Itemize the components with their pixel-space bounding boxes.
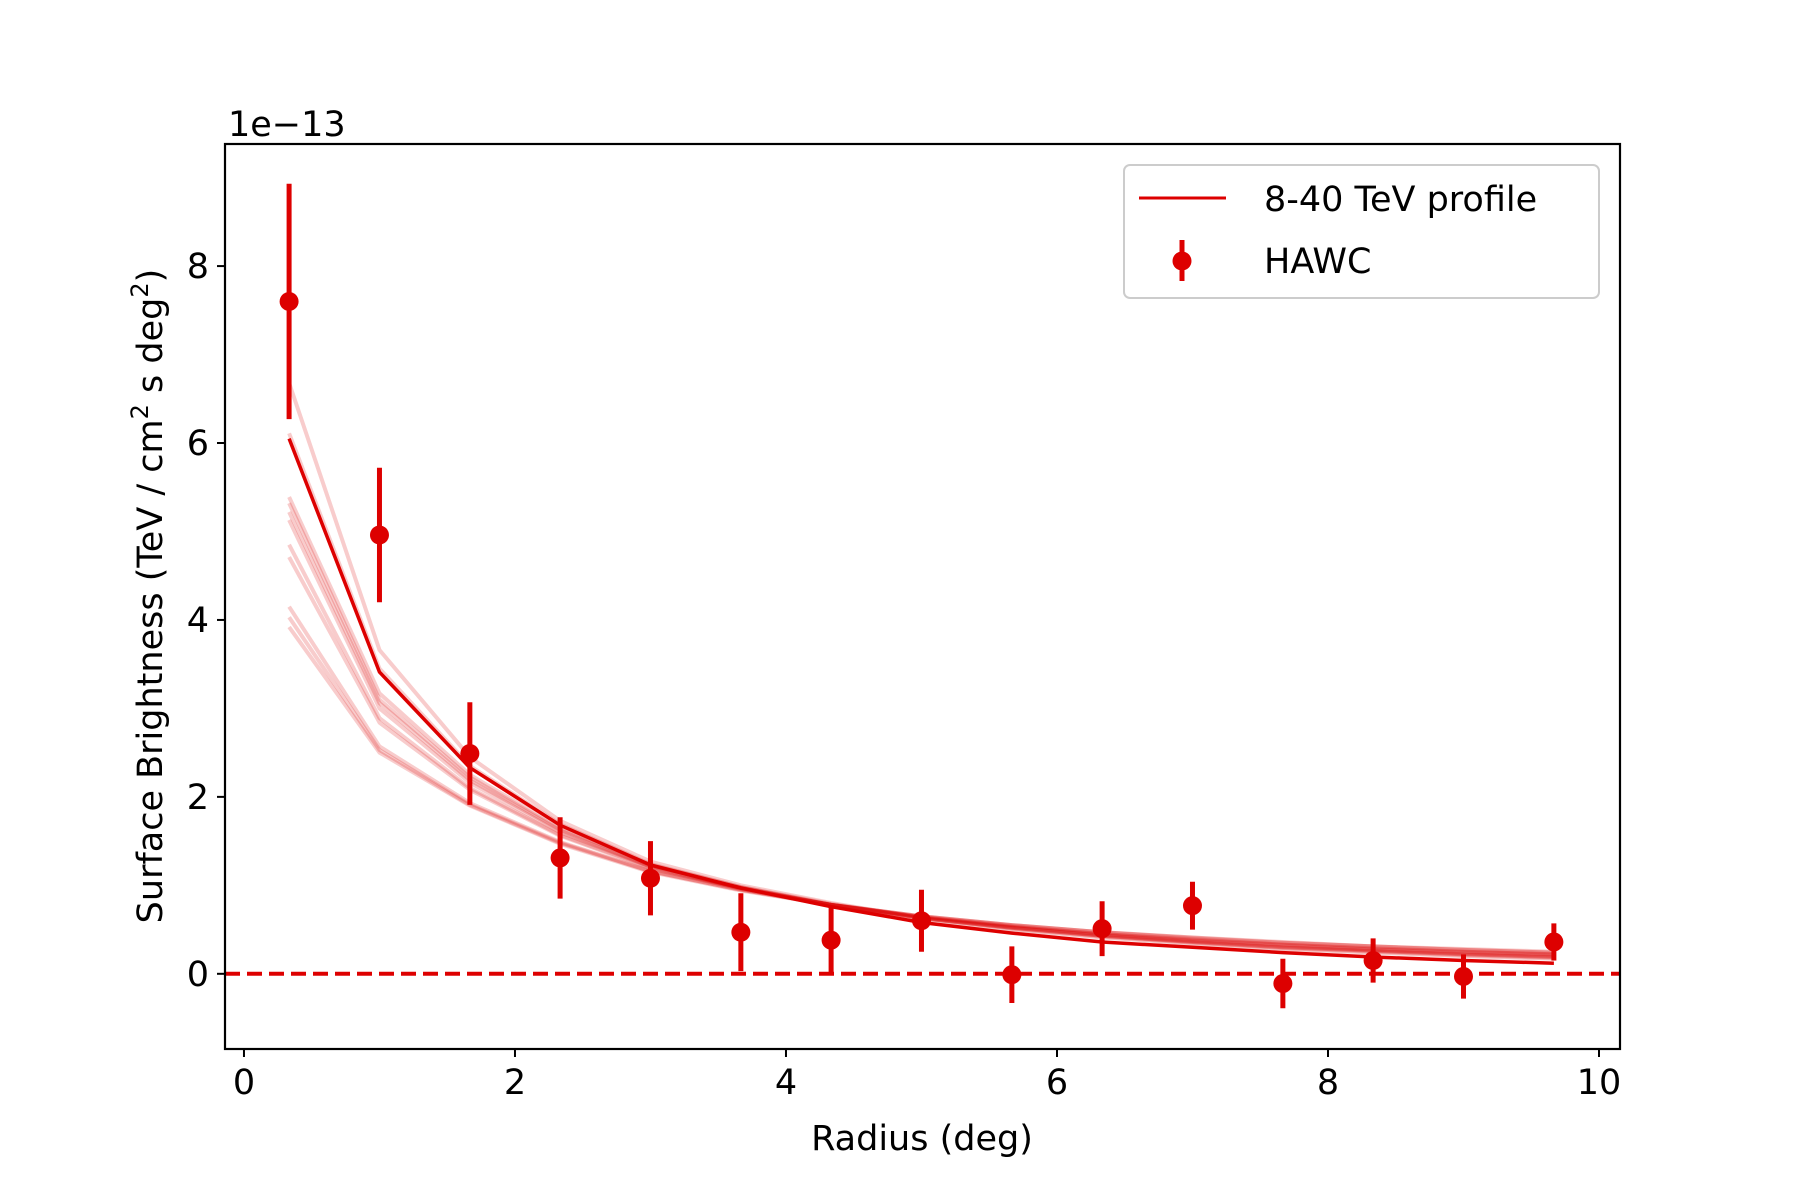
hawc-marker: [1002, 965, 1022, 985]
hawc-marker: [279, 291, 299, 311]
hawc-marker: [731, 922, 751, 942]
x-tick-label: 2: [504, 1063, 526, 1103]
legend-frame: [1123, 164, 1600, 299]
hawc-marker: [1092, 919, 1112, 939]
hawc-data-point: [1002, 946, 1022, 1003]
hawc-marker: [821, 930, 841, 950]
y-axis-label-superscript-1: 2: [126, 404, 154, 419]
hawc-marker: [369, 525, 389, 545]
hawc-marker: [1273, 974, 1293, 994]
x-axis-ticks: 0 2 4 6 8 10: [233, 1049, 1621, 1103]
legend-label-hawc: HAWC: [1264, 242, 1371, 282]
axes-frame: [223, 142, 1622, 1051]
hawc-marker: [460, 744, 480, 764]
hawc-marker: [1182, 896, 1202, 916]
y-axis-label: Surface Brightness (TeV / cm2 s deg2): [126, 269, 171, 924]
hawc-data-point: [279, 183, 299, 420]
hawc-data-point: [911, 889, 931, 952]
hawc-marker: [1363, 951, 1383, 971]
y-tick-label: 4: [187, 601, 209, 641]
x-tick-label: 8: [1317, 1063, 1339, 1103]
plot-area: [225, 183, 1620, 1009]
x-axis-label: Radius (deg): [811, 1119, 1033, 1159]
hawc-data-point: [1544, 923, 1564, 961]
y-axis-label-end: ): [131, 269, 171, 283]
hawc-marker: [550, 848, 570, 868]
y-axis-label-middle: s deg: [131, 298, 171, 404]
hawc-data-point: [1092, 901, 1112, 957]
y-axis-offset-text: 1e−13: [228, 105, 346, 145]
legend-label-profile: 8-40 TeV profile: [1264, 180, 1537, 220]
hawc-data-point: [460, 702, 480, 805]
x-tick-label: 6: [1046, 1063, 1068, 1103]
legend-hawc-errorbar-icon: [1172, 240, 1192, 281]
hawc-data-point: [550, 817, 570, 899]
hawc-marker: [1453, 966, 1473, 986]
hawc-data-point: [1273, 958, 1293, 1009]
x-tick-label: 0: [233, 1063, 255, 1103]
hawc-data-point: [369, 467, 389, 603]
x-tick-label: 10: [1577, 1063, 1622, 1103]
hawc-data-point: [1363, 938, 1383, 983]
hawc-marker: [911, 911, 931, 931]
y-tick-label: 0: [187, 955, 209, 995]
legend-hawc-marker: [1172, 251, 1192, 271]
legend: 8-40 TeV profile HAWC: [1123, 164, 1600, 299]
x-tick-label: 4: [775, 1063, 797, 1103]
y-tick-label: 8: [187, 247, 209, 287]
hawc-marker: [640, 868, 660, 888]
hawc-data-point: [731, 893, 751, 972]
hawc-data-point: [1453, 954, 1473, 999]
y-tick-label: 6: [187, 424, 209, 464]
hawc-data-point: [1182, 881, 1202, 930]
hawc-errorbar-group: [279, 183, 1564, 1009]
y-axis-label-superscript-2: 2: [126, 282, 154, 297]
y-axis-label-main: Surface Brightness (TeV / cm: [131, 419, 171, 923]
hawc-marker: [1544, 932, 1564, 952]
hawc-data-point: [640, 841, 660, 916]
y-axis-ticks: 0 2 4 6 8: [187, 247, 225, 995]
hawc-data-point: [821, 907, 841, 973]
y-tick-label: 2: [187, 778, 209, 818]
